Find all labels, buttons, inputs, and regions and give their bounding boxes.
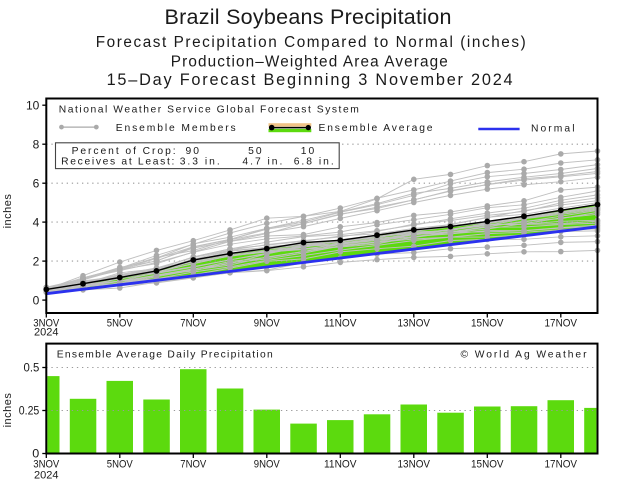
svg-text:10: 10	[26, 98, 40, 112]
svg-text:2024: 2024	[34, 470, 59, 482]
svg-text:11NOV: 11NOV	[324, 318, 357, 330]
svg-text:9NOV: 9NOV	[254, 458, 281, 470]
svg-text:17NOV: 17NOV	[545, 458, 578, 470]
svg-text:7NOV: 7NOV	[180, 458, 207, 470]
svg-text:inches: inches	[2, 194, 14, 229]
svg-text:15NOV: 15NOV	[471, 458, 504, 470]
svg-text:2024: 2024	[34, 326, 59, 338]
svg-text:3.3 in.: 3.3 in.	[180, 157, 220, 168]
svg-text:4: 4	[33, 215, 40, 229]
svg-text:National Weather Service Globa: National Weather Service Global Forecast…	[59, 104, 359, 115]
svg-text:Production–Weighted Area Avera: Production–Weighted Area Average	[171, 54, 448, 71]
svg-text:90: 90	[186, 146, 200, 157]
svg-text:8: 8	[33, 137, 40, 151]
svg-text:Forecast Precipitation Compare: Forecast Precipitation Compared to Norma…	[96, 34, 526, 51]
svg-text:Ensemble Average: Ensemble Average	[319, 123, 433, 134]
svg-text:0.25: 0.25	[19, 404, 40, 418]
svg-text:11NOV: 11NOV	[324, 458, 357, 470]
svg-text:2: 2	[33, 254, 40, 268]
svg-text:9NOV: 9NOV	[254, 318, 281, 330]
svg-text:3NOV: 3NOV	[33, 458, 60, 470]
svg-text:0.5: 0.5	[24, 361, 40, 375]
svg-text:4.7 in.: 4.7 in.	[242, 157, 282, 168]
svg-text:6.8 in.: 6.8 in.	[294, 157, 334, 168]
svg-text:13NOV: 13NOV	[398, 458, 431, 470]
svg-text:Receives at Least:: Receives at Least:	[61, 157, 174, 168]
svg-text:Brazil Soybeans Precipitation: Brazil Soybeans Precipitation	[165, 5, 452, 29]
svg-text:15NOV: 15NOV	[471, 318, 504, 330]
svg-text:inches: inches	[2, 393, 14, 428]
svg-text:7NOV: 7NOV	[180, 318, 207, 330]
svg-text:0: 0	[32, 447, 39, 461]
svg-text:17NOV: 17NOV	[545, 318, 578, 330]
svg-text:6: 6	[33, 176, 40, 190]
svg-text:3NOV: 3NOV	[33, 318, 60, 330]
svg-text:© World Ag Weather: © World Ag Weather	[461, 349, 588, 360]
svg-text:5NOV: 5NOV	[107, 458, 134, 470]
svg-text:50: 50	[248, 146, 262, 157]
svg-text:0: 0	[33, 293, 40, 307]
svg-text:Ensemble Members: Ensemble Members	[116, 123, 236, 134]
svg-text:Ensemble Average Daily Precipi: Ensemble Average Daily Precipitation	[57, 349, 273, 360]
svg-text:13NOV: 13NOV	[398, 318, 431, 330]
svg-text:15–Day Forecast Beginning 3 No: 15–Day Forecast Beginning 3 November 202…	[107, 71, 513, 89]
svg-text:5NOV: 5NOV	[107, 318, 134, 330]
svg-text:10: 10	[301, 146, 315, 157]
